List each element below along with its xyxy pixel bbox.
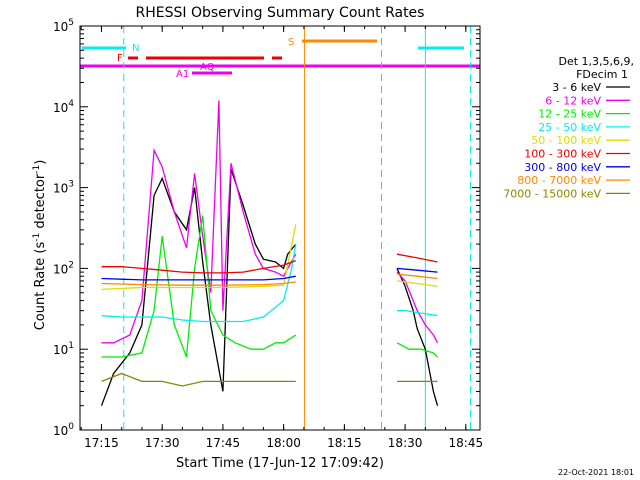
y-tick-label: 104: [53, 99, 74, 115]
y-axis-label-exp2: -1: [32, 165, 42, 174]
series-300-800-kev: [101, 275, 296, 281]
series-3-6-kev: [396, 268, 439, 406]
legend-entry-label: 300 - 800 keV: [524, 161, 601, 174]
series-50-100-kev: [101, 224, 297, 291]
y-tick-exponent: 5: [68, 18, 74, 28]
series-300-800-kev: [396, 267, 438, 273]
y-axis-label-end: ): [33, 160, 48, 165]
x-axis-label: Start Time (17-Jun-12 17:09:42): [176, 456, 384, 471]
legend-entry-label: 7000 - 15000 keV: [503, 187, 601, 200]
night-flag-label: N: [132, 43, 139, 54]
date-stamp: 22-Oct-2021 18:01: [558, 468, 634, 477]
observing-flag-bands: NF S AQ A1: [80, 37, 480, 80]
series-800-7000-kev: [101, 281, 296, 286]
series-3-6-kev: [100, 168, 297, 406]
series-12-25-kev: [396, 342, 438, 358]
chart-title: RHESSI Observing Summary Count Rates: [136, 5, 425, 21]
x-axis: 17:15 17:30 17:45 18:00 18:15 18:30 18:45: [80, 26, 484, 450]
legend-entry-label: 6 - 12 keV: [545, 94, 601, 107]
legend-header-line1: Det 1,3,5,6,9,: [558, 55, 634, 68]
plot-area-frame: [79, 25, 481, 431]
flare-flag-label: F: [117, 53, 123, 64]
series-800-7000-kev: [396, 273, 438, 280]
series-25-50-kev: [101, 243, 297, 323]
y-tick-base: 10: [53, 101, 68, 115]
series-25-50-kev: [397, 309, 438, 317]
series-12-25-kev: [101, 215, 297, 358]
y-tick-label: 100: [53, 422, 74, 438]
y-axis-label-main: Count Rate (s: [33, 242, 48, 331]
x-tick-label: 17:15: [84, 436, 119, 450]
y-tick-label: 103: [53, 180, 74, 196]
aq-flag-label: AQ: [200, 62, 215, 73]
series-100-300-kev: [396, 253, 438, 263]
y-tick-label: 102: [53, 260, 74, 276]
y-axis-label-exp1: -1: [32, 233, 42, 242]
y-axis-label: Count Rate (s-1 detector-1): [32, 160, 48, 331]
x-tick-label: 17:45: [206, 436, 241, 450]
legend-entry-label: 50 - 100 keV: [531, 134, 601, 147]
vertical-markers: [123, 26, 472, 430]
x-tick-label: 18:15: [327, 436, 362, 450]
y-tick-base: 10: [53, 262, 68, 276]
legend-entry-label: 3 - 6 keV: [552, 81, 601, 94]
x-tick-label: 18:00: [266, 436, 301, 450]
y-tick-base: 10: [53, 20, 68, 34]
x-tick-label: 18:45: [449, 436, 484, 450]
series-50-100-kev: [396, 280, 438, 287]
series-6-12-kev: [101, 100, 297, 344]
legend-entry-label: 25 - 50 keV: [538, 121, 601, 134]
legend-entry-label: 12 - 25 keV: [538, 108, 601, 121]
y-tick-exponent: 2: [68, 260, 74, 270]
legend-entry-label: 100 - 300 keV: [524, 148, 601, 161]
legend-header-line2: FDecim 1: [576, 68, 628, 81]
y-tick-label: 101: [53, 341, 74, 357]
saa-flag-label: S: [288, 37, 294, 48]
y-axis-label-mid: detector: [33, 173, 48, 233]
x-tick-label: 17:30: [145, 436, 180, 450]
series-6-12-kev: [396, 271, 439, 344]
y-tick-base: 10: [53, 424, 68, 438]
y-tick-exponent: 4: [68, 99, 74, 109]
x-tick-label: 18:30: [388, 436, 423, 450]
y-tick-exponent: 1: [68, 341, 74, 351]
series-7000-15000-kev: [101, 372, 296, 387]
legend-entry-label: 800 - 7000 keV: [517, 174, 601, 187]
y-tick-exponent: 3: [68, 180, 74, 190]
series-100-300-kev: [101, 259, 297, 274]
y-tick-exponent: 0: [68, 422, 74, 432]
y-tick-label: 105: [53, 18, 74, 34]
series-layer: [100, 100, 439, 406]
y-tick-base: 10: [53, 182, 68, 196]
a1-flag-label: A1: [176, 69, 189, 80]
y-tick-base: 10: [53, 343, 68, 357]
